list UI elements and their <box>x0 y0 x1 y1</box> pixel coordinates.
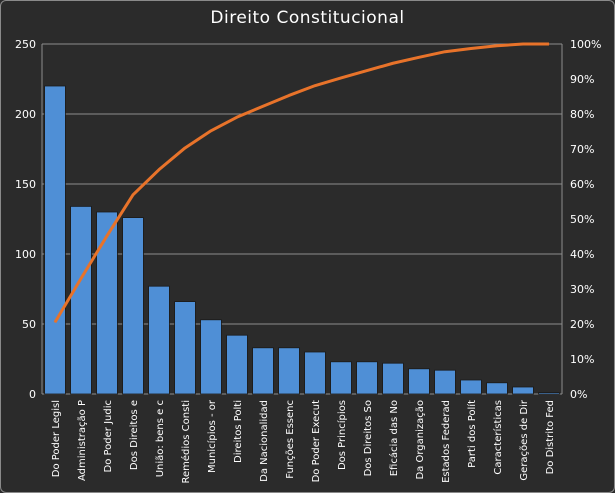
category-label-15: Estados Federad <box>441 400 452 483</box>
category-label-11: Dos Princípios <box>336 400 348 470</box>
bar-4 <box>148 285 170 395</box>
line-point-1 <box>80 278 82 279</box>
right-tick-label-7: 70% <box>570 143 594 156</box>
right-tick-label-5: 50% <box>570 213 594 226</box>
category-label-0: Do Poder Legisl <box>51 400 62 477</box>
bar-7 <box>226 334 248 395</box>
category-label-3: Dos Direitos e <box>129 400 140 470</box>
category-label-5: Remédios Consti <box>180 400 192 484</box>
bar-14 <box>408 368 430 395</box>
cumulative-line <box>53 42 550 324</box>
right-tick-label-3: 30% <box>570 283 594 296</box>
line-point-12 <box>366 70 368 72</box>
bar-10 <box>304 351 326 395</box>
category-label-7: Direitos Polti <box>233 400 244 463</box>
bar-19 <box>538 392 560 395</box>
left-tick-label-3: 150 <box>15 178 36 191</box>
right-tick-label-0: 0% <box>570 388 587 401</box>
bar-1 <box>70 205 92 395</box>
left-tick-label-0: 0 <box>29 388 36 401</box>
category-label-12: Dos Direitos So <box>363 400 374 476</box>
left-tick-label-4: 200 <box>15 108 36 121</box>
category-label-16: Parti dos Polít <box>466 400 478 468</box>
left-tick-label-2: 100 <box>15 248 36 261</box>
category-label-9: Funções Essenc <box>285 400 296 479</box>
line-point-2 <box>106 235 108 237</box>
line-point-10 <box>314 85 316 87</box>
line-point-13 <box>392 62 394 64</box>
bar-5 <box>174 301 196 395</box>
category-label-8: Da Nacionalidad <box>259 400 270 482</box>
right-axis-ticks: 0% 10% 20% 30% 40% 50% 60% 70% 80% 90% 100% <box>570 38 601 401</box>
line-point-15 <box>444 51 446 53</box>
line-point-9 <box>288 94 290 96</box>
bars <box>44 85 560 395</box>
bar-2 <box>96 211 118 395</box>
line-point-14 <box>418 56 420 58</box>
right-tick-label-2: 20% <box>570 318 594 331</box>
bar-0 <box>44 85 66 395</box>
category-labels: Do Poder Legisl Administração P Do Poder J… <box>51 399 556 483</box>
bar-17 <box>486 382 508 395</box>
category-label-13: Eficácia das No <box>388 400 400 476</box>
bar-6 <box>200 319 222 395</box>
line-point-0 <box>54 321 56 323</box>
bar-18 <box>512 386 534 395</box>
bar-8 <box>252 347 274 395</box>
line-point-16 <box>470 48 472 50</box>
line-point-19 <box>548 43 550 45</box>
line-point-3 <box>132 194 134 196</box>
right-tick-label-1: 10% <box>570 353 594 366</box>
category-label-17: Características <box>492 400 504 475</box>
category-label-14: Da Organização <box>415 400 426 480</box>
category-label-10: Do Poder Execut <box>311 400 322 482</box>
bar-16 <box>460 379 482 395</box>
left-tick-label-1: 50 <box>22 318 36 331</box>
line-point-7 <box>236 116 238 118</box>
right-tick-label-8: 80% <box>570 108 594 121</box>
category-label-18: Gerações de Dir <box>519 399 530 480</box>
category-label-1: Administração P <box>77 400 88 481</box>
line-point-4 <box>158 169 160 171</box>
line-point-18 <box>522 43 524 45</box>
right-tick-label-6: 60% <box>570 178 594 191</box>
bar-3 <box>122 217 144 395</box>
cumulative-line-path <box>53 42 549 324</box>
left-tick-label-5: 250 <box>15 38 36 51</box>
category-label-19: Do Distrito Fed <box>545 400 556 474</box>
line-point-5 <box>184 147 186 149</box>
line-point-17 <box>496 45 498 47</box>
chart-title: Direito Constitucional <box>210 8 405 28</box>
category-label-4: União: bens e c <box>155 400 166 477</box>
right-tick-label-10: 100% <box>570 38 601 51</box>
right-tick-label-9: 90% <box>570 73 594 86</box>
bar-11 <box>330 361 352 395</box>
bar-9 <box>278 347 300 395</box>
line-point-11 <box>340 77 342 79</box>
gridlines <box>41 43 563 395</box>
bar-15 <box>434 369 456 395</box>
left-axis-ticks: 0 50 100 150 200 250 <box>15 38 36 401</box>
bar-13 <box>382 362 404 395</box>
line-point-8 <box>262 105 264 107</box>
line-point-6 <box>210 130 212 132</box>
category-label-6: Municípios - or <box>206 399 218 473</box>
bar-12 <box>356 361 378 395</box>
category-label-2: Do Poder Judic <box>103 400 114 473</box>
right-tick-label-4: 40% <box>570 248 594 261</box>
